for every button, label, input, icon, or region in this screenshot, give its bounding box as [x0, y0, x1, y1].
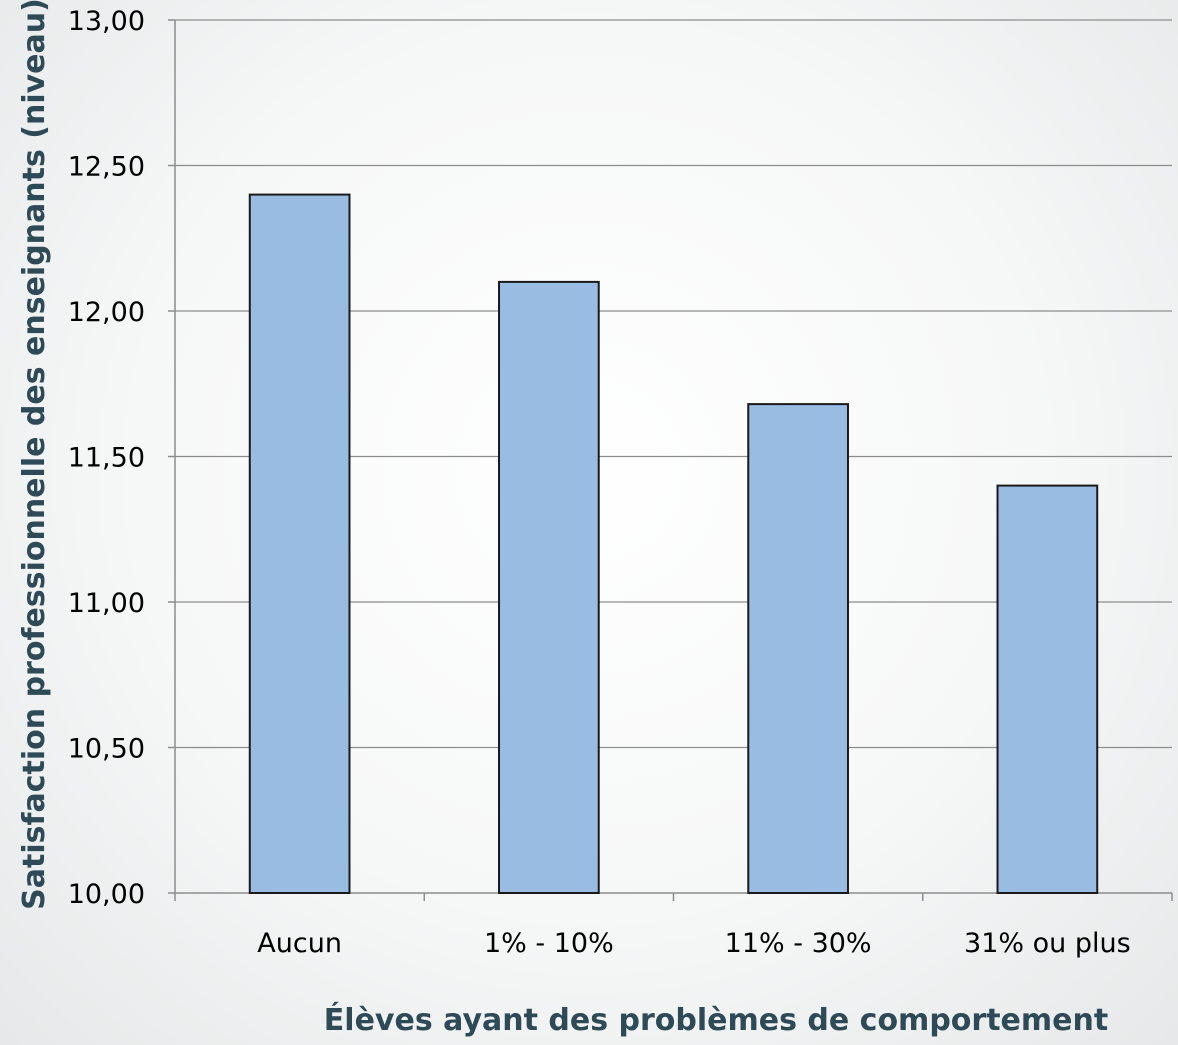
y-tick-labels: 10,00 10,50 11,00 11,50 12,00 12,50 13,00: [68, 6, 145, 910]
x-tick-label: Aucun: [257, 928, 342, 959]
bars: [248, 193, 1099, 895]
y-tick-label: 11,00: [68, 588, 145, 619]
x-tick-label: 31% ou plus: [964, 928, 1131, 959]
y-tick-label: 10,50: [68, 734, 145, 765]
y-tick-label: 10,00: [68, 879, 145, 910]
bar: [498, 280, 600, 894]
y-axis-title: Satisfaction professionnelle des enseign…: [17, 0, 52, 910]
y-tick-label: 13,00: [68, 6, 145, 37]
x-tick-label: 11% - 30%: [725, 928, 872, 959]
x-axis-title: Élèves ayant des problèmes de comporteme…: [324, 1002, 1108, 1038]
y-tick-label: 11,50: [68, 443, 145, 474]
bar: [996, 484, 1099, 894]
bar: [248, 193, 351, 895]
x-tick-labels: Aucun 1% - 10% 11% - 30% 31% ou plus: [257, 928, 1130, 959]
bar: [747, 403, 849, 894]
x-tick-label: 1% - 10%: [484, 928, 614, 959]
y-tick-label: 12,00: [68, 297, 145, 328]
y-tick-label: 12,50: [68, 152, 145, 183]
